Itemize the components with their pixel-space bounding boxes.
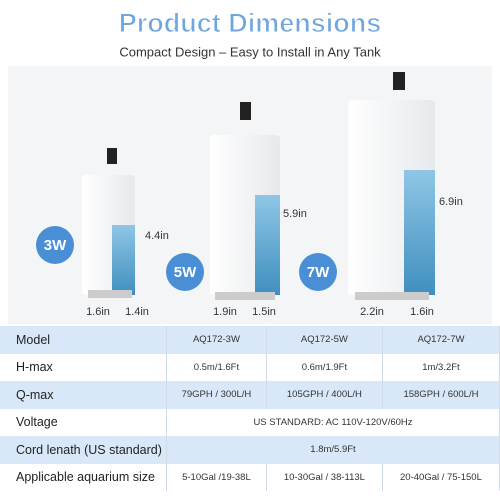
row-label: Applicable aquarium size <box>0 463 167 491</box>
width-label: 2.2in <box>360 306 384 318</box>
cell: US STANDARD: AC 110V-120V/60Hz <box>166 408 500 436</box>
power-label: 3W <box>44 237 67 254</box>
cell: AQ172-7W <box>382 326 500 354</box>
cell: 158GPH / 600L/H <box>382 381 500 409</box>
row-label: Model <box>0 326 167 354</box>
power-badge <box>36 226 74 264</box>
depth-label: 1.4in <box>125 306 149 318</box>
cell: 1m/3.2Ft <box>382 353 500 381</box>
cell: AQ172-5W <box>266 326 383 354</box>
title: Product Dimensions <box>119 8 382 38</box>
power-badge <box>166 253 204 291</box>
filter-3w <box>82 148 135 298</box>
width-label: 1.9in <box>213 306 237 318</box>
table-row: Applicable aquarium size 5-10Gal /19-38L 1… <box>0 463 500 491</box>
height-label: 6.9in <box>439 196 463 208</box>
row-label: H-max <box>0 353 167 381</box>
cell: 0.6m/1.9Ft <box>266 353 383 381</box>
row-label: Voltage <box>0 408 167 436</box>
cell: 0.5m/1.6Ft <box>166 353 267 381</box>
filter-5w <box>210 102 280 300</box>
height-label: 4.4in <box>145 230 169 242</box>
product-illustration: Product Dimensions Compact Design – Easy… <box>8 8 492 324</box>
table-row: Q-max 79GPH / 300L/H 105GPH / 400L/H 158GPH… <box>0 381 500 409</box>
subtitle: Compact Design – Easy to Install in Any … <box>119 44 381 59</box>
cell: 79GPH / 300L/H <box>166 381 267 409</box>
height-label: 5.9in <box>283 208 307 220</box>
filter-7w <box>348 72 435 300</box>
table-row: Model AQ172-3W AQ172-5W AQ172-7W <box>0 326 500 354</box>
cell: AQ172-3W <box>166 326 267 354</box>
power-label: 5W <box>174 264 197 281</box>
depth-label: 1.6in <box>410 306 434 318</box>
width-label: 1.6in <box>86 306 110 318</box>
table-row: Voltage US STANDARD: AC 110V-120V/60Hz <box>0 408 500 436</box>
cell: 10-30Gal / 38-113L <box>266 463 383 491</box>
depth-label: 1.5in <box>252 306 276 318</box>
power-label: 7W <box>307 264 330 281</box>
cell: 20-40Gal / 75-150L <box>382 463 500 491</box>
table-row: Cord lenath (US standard) 1.8m/5.9Ft <box>0 436 500 464</box>
table-row: H-max 0.5m/1.6Ft 0.6m/1.9Ft 1m/3.2Ft <box>0 353 500 381</box>
cell: 105GPH / 400L/H <box>266 381 383 409</box>
spec-table: Model AQ172-3W AQ172-5W AQ172-7W H-max 0.5m/1… <box>0 326 500 491</box>
row-label: Cord lenath (US standard) <box>0 436 167 464</box>
cell: 1.8m/5.9Ft <box>166 436 500 464</box>
cell: 5-10Gal /19-38L <box>166 463 267 491</box>
power-badge <box>299 253 337 291</box>
row-label: Q-max <box>0 381 167 409</box>
